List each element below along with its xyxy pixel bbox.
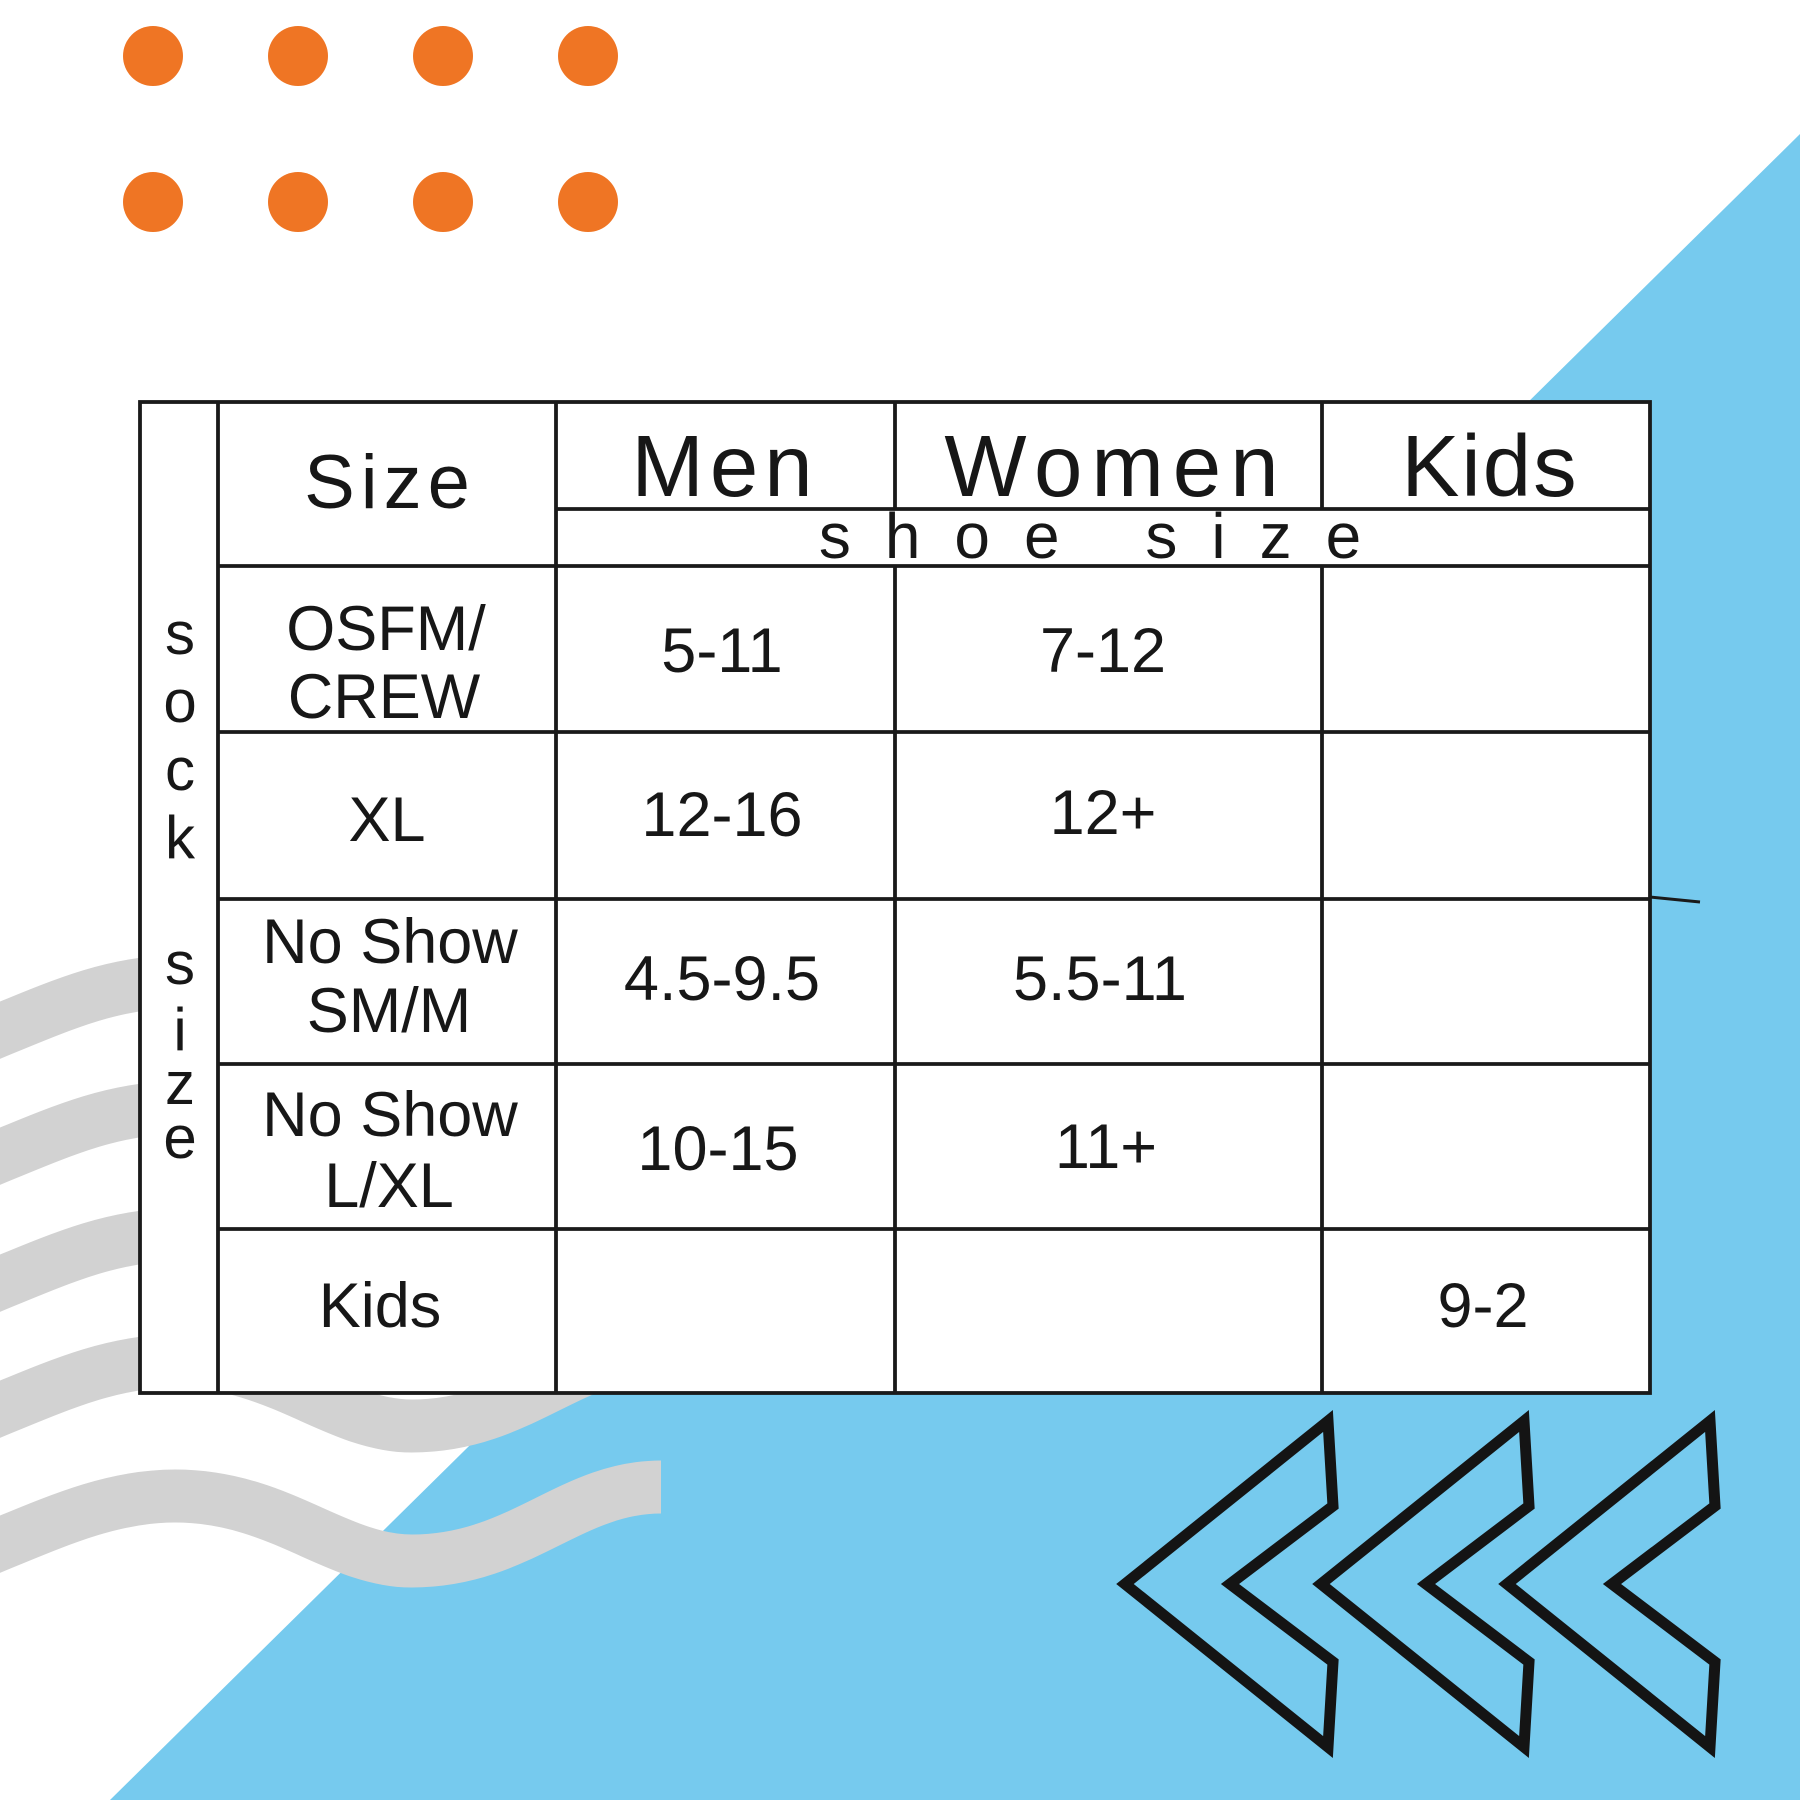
svg-text:4.5-9.5: 4.5-9.5 [624,944,820,1014]
svg-text:k: k [165,804,196,871]
svg-text:XL: XL [348,785,425,855]
svg-text:e: e [163,1104,196,1171]
svg-text:5-11: 5-11 [661,616,782,686]
svg-text:10-15: 10-15 [637,1114,798,1184]
svg-text:No Show: No Show [262,907,518,977]
svg-text:s: s [165,930,195,997]
svg-text:Kids: Kids [1401,418,1578,515]
svg-text:z: z [165,1050,195,1117]
svg-text:i: i [173,996,186,1063]
svg-text:Women: Women [944,418,1287,515]
svg-text:c: c [165,736,195,803]
svg-text:o: o [163,668,196,735]
svg-text:Men: Men [631,418,818,515]
svg-text:No Show: No Show [262,1080,518,1150]
svg-text:SM/M: SM/M [307,976,471,1046]
svg-text:L/XL: L/XL [324,1151,454,1221]
svg-text:12-16: 12-16 [641,780,802,850]
svg-text:9-2: 9-2 [1437,1271,1528,1341]
svg-text:s: s [165,600,195,667]
svg-text:11+: 11+ [1055,1112,1157,1182]
svg-text:CREW: CREW [288,662,481,732]
svg-text:12+: 12+ [1050,778,1157,848]
svg-text:Size: Size [304,440,476,525]
svg-text:shoe size: shoe size [819,500,1395,572]
svg-text:5.5-11: 5.5-11 [1013,944,1187,1014]
svg-text:OSFM/: OSFM/ [286,594,486,664]
svg-text:Kids: Kids [319,1271,442,1341]
svg-text:7-12: 7-12 [1040,616,1166,686]
